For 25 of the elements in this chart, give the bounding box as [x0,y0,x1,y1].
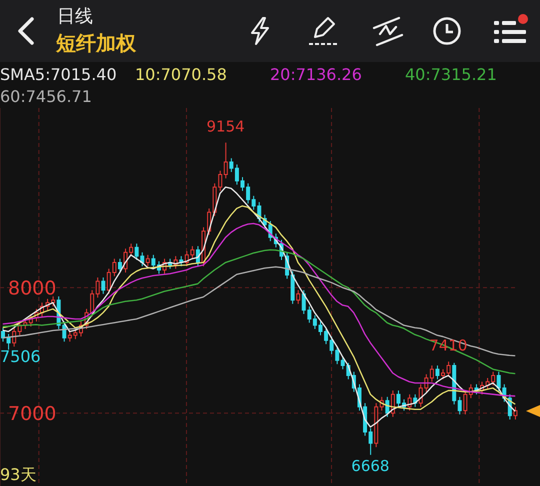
candlestick [435,364,440,380]
candlestick [224,142,228,179]
candlestick [101,277,106,294]
text: 20:7136.26 [270,64,363,86]
annotation: 6668 [351,456,390,475]
line-series [2,249,516,374]
chart-subtitle: 短纤加权 [56,30,136,57]
annotation: 9154 [206,118,245,136]
text: 60:7456.71 [0,86,93,108]
candlestick [296,290,300,304]
candlestick [513,406,518,420]
line-series [2,186,516,428]
y-tick-label: 8000 [8,277,56,300]
line-series [2,222,516,397]
candlestick [146,254,150,267]
annotation: 7506 [0,347,41,366]
y-tick-label: 7000 [8,402,56,425]
candlestick [374,402,378,448]
text: 10:7070.58 [135,64,228,86]
text: 40:7315.21 [405,64,498,86]
candlestick [496,371,501,392]
text: SMA5:7015.40 [0,64,118,86]
annotation: 93天 [0,465,36,484]
chart-title: 日线 [57,5,93,28]
candlestick [118,258,122,274]
